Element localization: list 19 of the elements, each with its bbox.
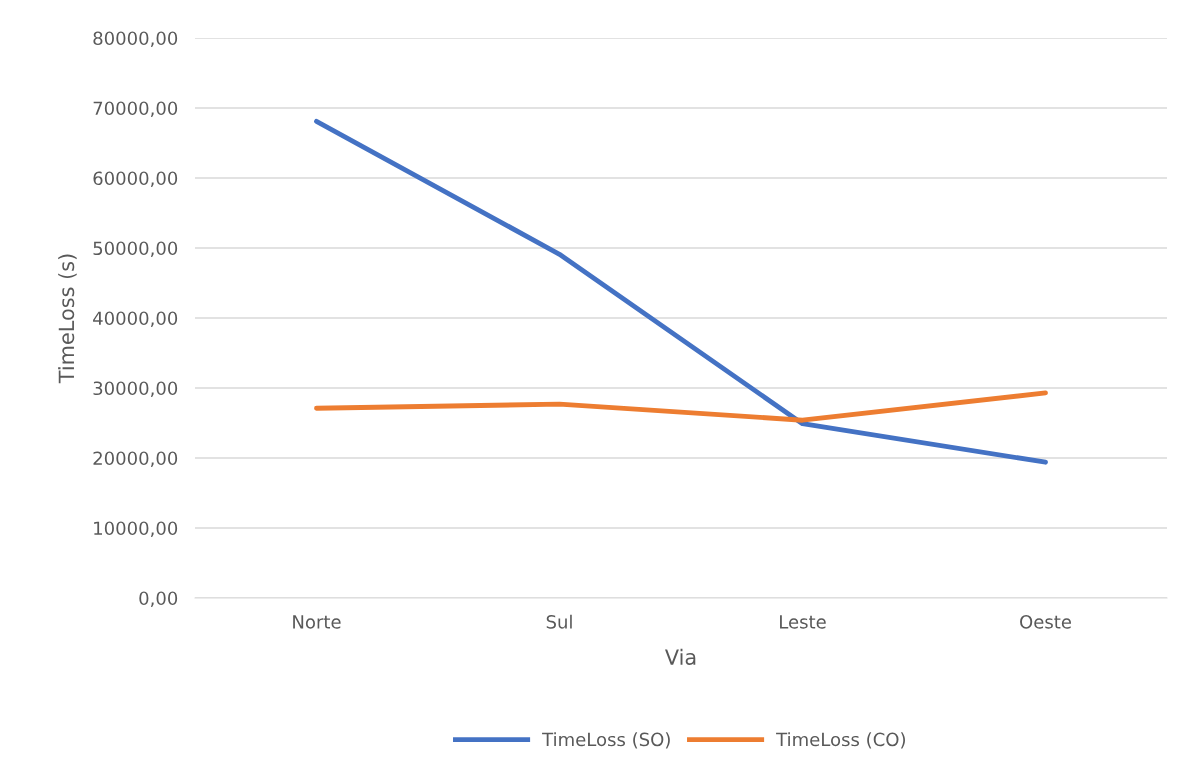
- y-tick-label: 0,00: [139, 591, 178, 607]
- y-tick-label: 60000,00: [93, 171, 178, 187]
- y-tick-label: 20000,00: [93, 451, 178, 467]
- x-tick-label: Oeste: [1020, 614, 1071, 629]
- y-tick-label: 50000,00: [93, 241, 178, 257]
- y-tick-label: 40000,00: [93, 311, 178, 327]
- y-tick-label: 80000,00: [93, 31, 178, 47]
- y-tick-label: 70000,00: [93, 101, 178, 117]
- line-series: [314, 118, 1048, 465]
- line-series: [314, 390, 1048, 423]
- x-tick-label: Norte: [293, 615, 341, 629]
- x-tick-label: Leste: [780, 615, 826, 629]
- y-tick-label: 30000,00: [93, 381, 178, 397]
- legend-label: TimeLoss (SO): [542, 732, 670, 749]
- y-tick-label: 10000,00: [94, 521, 178, 537]
- x-tick-label: Sul: [546, 614, 572, 629]
- legend-label: TimeLoss (CO): [776, 732, 905, 749]
- y-axis-title: TimeLoss (s): [58, 254, 77, 384]
- x-axis-title: Via: [664, 648, 696, 665]
